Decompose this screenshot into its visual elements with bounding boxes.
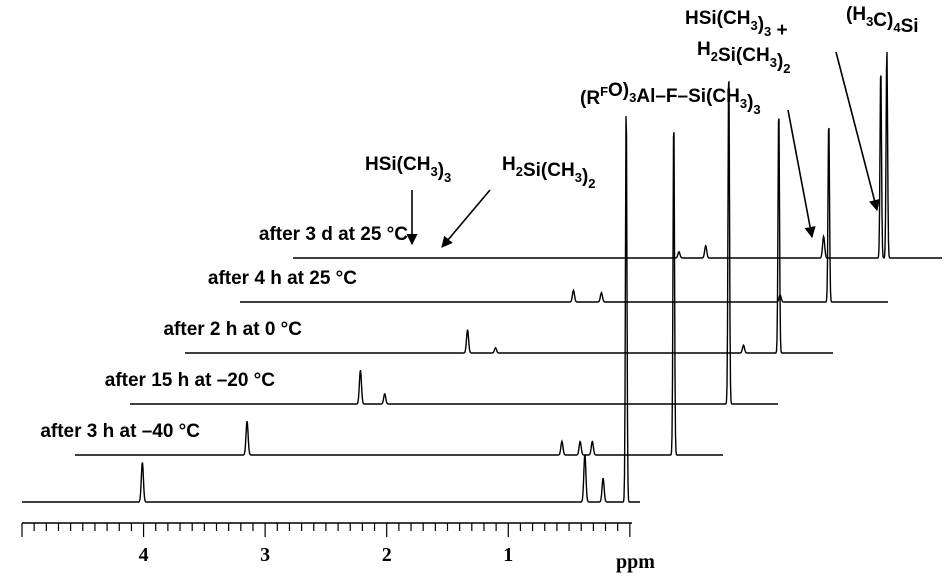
spectrum-trace bbox=[185, 118, 833, 354]
trace-label: after 15 h at –20 °C bbox=[105, 370, 276, 391]
peak-annotation: H2Si(CH3)2 bbox=[697, 39, 791, 76]
x-tick-label: 1 bbox=[503, 544, 513, 566]
peak-annotation: HSi(CH3)3 + bbox=[685, 8, 788, 41]
trace-label: after 3 d at 25 °C bbox=[259, 224, 408, 245]
spectrum-trace bbox=[22, 116, 640, 503]
annotation-arrow bbox=[787, 109, 816, 239]
trace-label: after 3 h at –40 °C bbox=[40, 421, 200, 442]
x-tick-label: 4 bbox=[139, 544, 149, 566]
spectrum-trace bbox=[240, 127, 888, 303]
peak-annotation: (H3C)4Si bbox=[846, 4, 919, 37]
annotation-arrow bbox=[835, 51, 880, 212]
annotation-arrows bbox=[406, 51, 880, 248]
x-tick-label: 3 bbox=[260, 544, 270, 566]
peak-annotations: HSi(CH3)3 H2Si(CH3)2 (RFO)3Al–F–Si(CH3)3 HS… bbox=[365, 4, 919, 191]
annotation-arrow bbox=[441, 189, 491, 248]
trace-label: after 2 h at 0 °C bbox=[163, 319, 302, 340]
x-axis: 4 3 2 1 ppm bbox=[21, 522, 655, 573]
peak-annotation: H2Si(CH3)2 bbox=[502, 154, 596, 191]
spectrum-trace bbox=[293, 51, 942, 259]
trace-labels: after 3 h at –40 °C after 15 h at –20 °C a… bbox=[40, 224, 408, 442]
spectrum-traces bbox=[22, 51, 942, 503]
x-tick-label: 2 bbox=[382, 544, 392, 566]
spectrum-trace bbox=[75, 132, 723, 456]
peak-annotation: HSi(CH3)3 bbox=[365, 154, 451, 185]
spectrum-trace bbox=[130, 81, 778, 405]
trace-label: after 4 h at 25 °C bbox=[208, 268, 357, 289]
x-axis-label: ppm bbox=[616, 551, 655, 573]
peak-annotation: (RFO)3Al–F–Si(CH3)3 bbox=[580, 80, 761, 117]
